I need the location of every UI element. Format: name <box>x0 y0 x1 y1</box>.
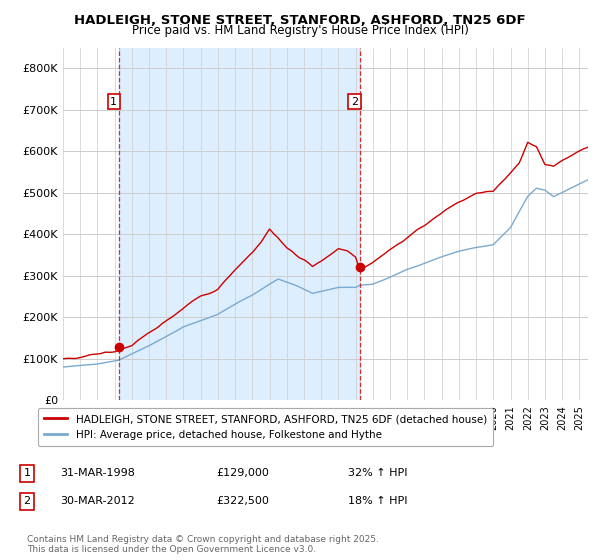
Text: 32% ↑ HPI: 32% ↑ HPI <box>348 468 407 478</box>
Text: Contains HM Land Registry data © Crown copyright and database right 2025.
This d: Contains HM Land Registry data © Crown c… <box>27 535 379 554</box>
Text: 30-MAR-2012: 30-MAR-2012 <box>60 496 135 506</box>
Text: 1: 1 <box>110 96 117 106</box>
Text: £129,000: £129,000 <box>216 468 269 478</box>
Bar <box>119 48 360 400</box>
Text: 18% ↑ HPI: 18% ↑ HPI <box>348 496 407 506</box>
Text: 31-MAR-1998: 31-MAR-1998 <box>60 468 135 478</box>
Text: 1: 1 <box>23 468 31 478</box>
Text: 2: 2 <box>351 96 358 106</box>
Text: £322,500: £322,500 <box>216 496 269 506</box>
Legend: HADLEIGH, STONE STREET, STANFORD, ASHFORD, TN25 6DF (detached house), HPI: Avera: HADLEIGH, STONE STREET, STANFORD, ASHFOR… <box>38 408 493 446</box>
Text: Price paid vs. HM Land Registry's House Price Index (HPI): Price paid vs. HM Land Registry's House … <box>131 24 469 36</box>
Text: 2: 2 <box>23 496 31 506</box>
Text: HADLEIGH, STONE STREET, STANFORD, ASHFORD, TN25 6DF: HADLEIGH, STONE STREET, STANFORD, ASHFOR… <box>74 14 526 27</box>
